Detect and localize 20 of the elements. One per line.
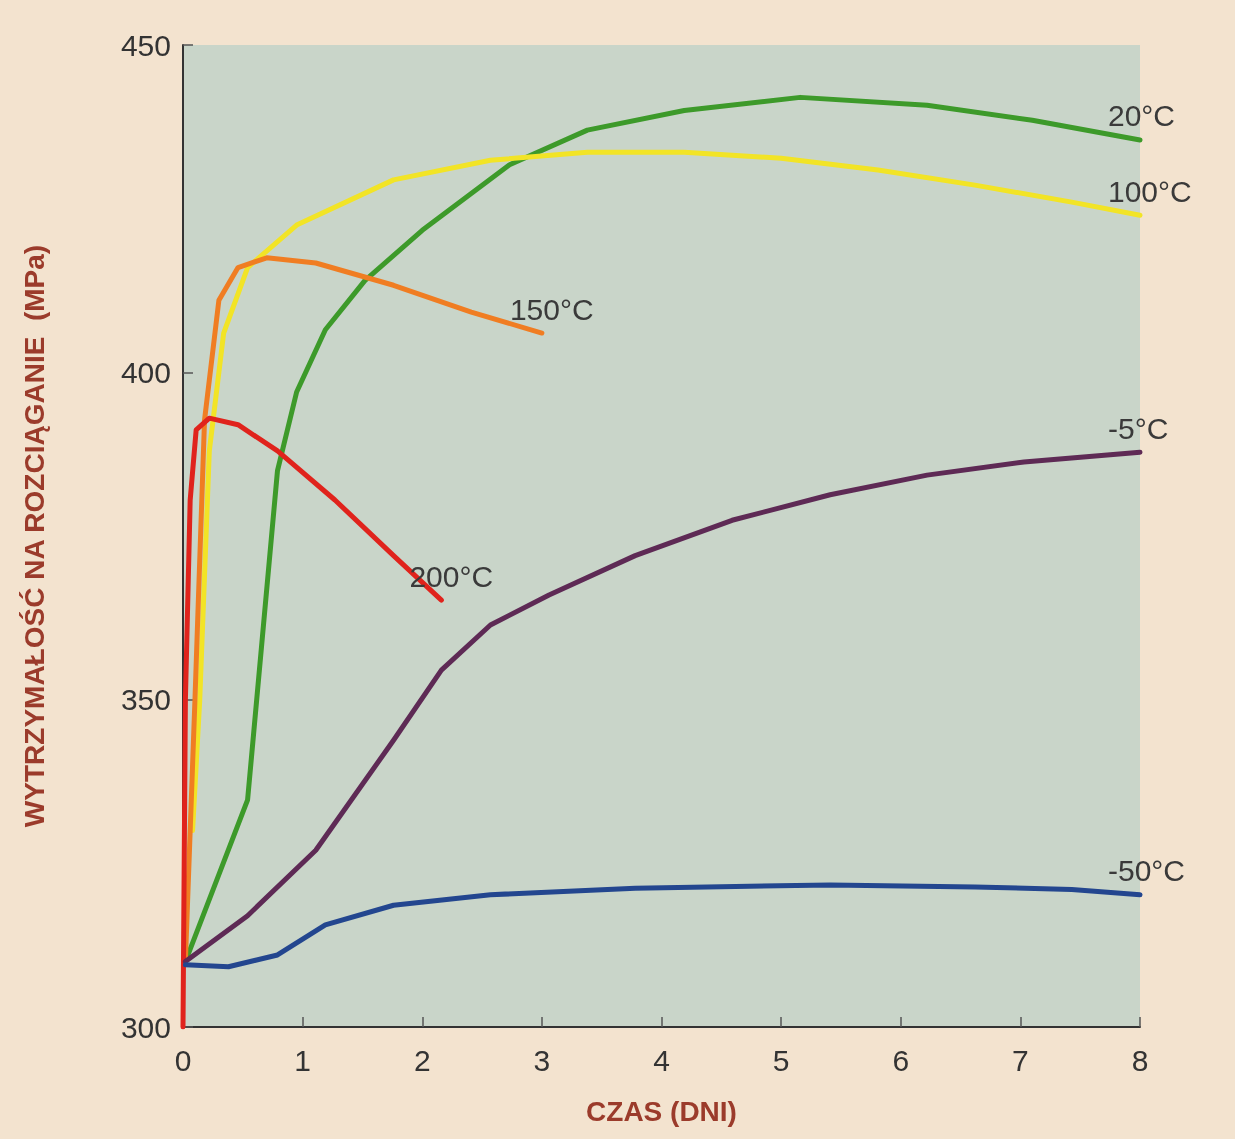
- y-tick-label: 450: [120, 28, 171, 62]
- series-label: -5°C: [1108, 411, 1169, 445]
- series-label: 20°C: [1108, 99, 1176, 133]
- series-label: 150°C: [509, 292, 594, 326]
- x-tick-label: 4: [653, 1043, 670, 1077]
- x-tick-label: 6: [892, 1043, 910, 1077]
- x-tick-label: 2: [413, 1043, 431, 1077]
- x-tick-label: 5: [772, 1043, 790, 1077]
- y-axis-title: WYTRZYMAŁOŚĆ NA ROZCIĄGANIE (MPa): [18, 244, 50, 828]
- x-tick-label: 0: [174, 1043, 192, 1077]
- x-tick-label: 8: [1131, 1043, 1149, 1077]
- y-tick-label: 300: [120, 1010, 171, 1044]
- y-tick-label: 350: [120, 683, 171, 717]
- x-tick-label: 7: [1012, 1043, 1029, 1077]
- series-label: 100°C: [1108, 174, 1192, 208]
- x-tick-label: 1: [294, 1043, 311, 1077]
- series-label: -50°C: [1108, 854, 1186, 888]
- x-axis-title: CZAS (DNI): [586, 1095, 737, 1127]
- x-tick-label: 3: [533, 1043, 551, 1077]
- y-tick-label: 400: [120, 355, 171, 389]
